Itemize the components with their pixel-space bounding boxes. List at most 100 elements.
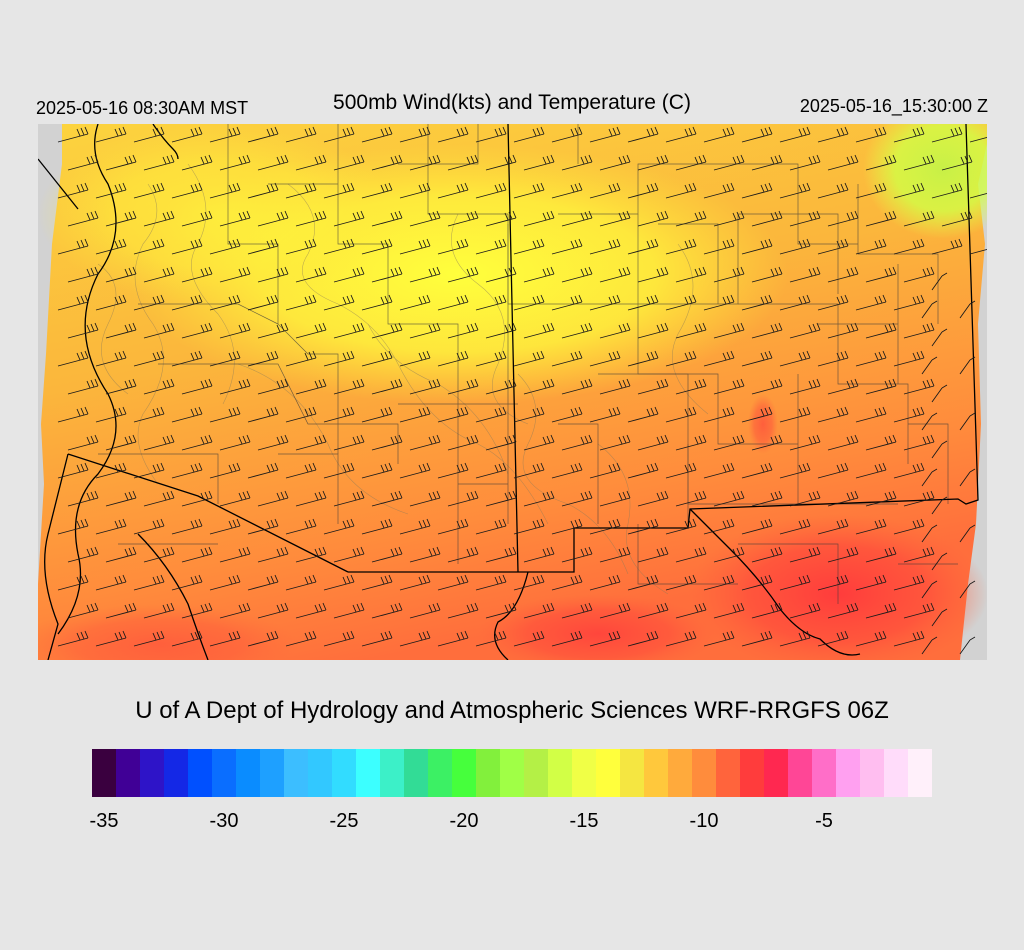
map-title: 500mb Wind(kts) and Temperature (C) [333,91,691,114]
wind-barb [779,406,811,423]
color-scale-tick-label: -10 [689,810,719,832]
wind-barb [627,238,659,255]
wind-barb [817,238,849,255]
wind-barb [399,294,431,311]
wind-barb [361,126,393,143]
wind-barb [95,238,127,255]
wind-barb [333,434,365,451]
wind-barb [779,294,811,311]
wind-barb [551,350,583,367]
wind-barb [513,574,545,591]
wind-barb [105,546,137,563]
wind-barb [399,518,431,535]
wind-barb [285,574,317,591]
wind-barb [247,574,279,591]
wind-barb [713,434,745,451]
wind-barb [627,630,659,647]
wind-barb [551,182,583,199]
wind-barb [637,154,669,171]
color-scale-cell [356,749,380,797]
wind-barb [475,462,507,479]
wind-barb [409,378,441,395]
wind-barb [599,266,631,283]
wind-barb [827,434,859,451]
wind-barb [551,238,583,255]
wind-barb [703,462,735,479]
wind-barb [323,238,355,255]
wind-barb [323,518,355,535]
wind-barb [447,266,479,283]
color-scale-cell [212,749,236,797]
color-scale-cell [644,749,668,797]
wind-barb [675,322,707,339]
wind-barb [171,182,203,199]
wind-barb [485,322,517,339]
wind-barb [789,434,821,451]
color-scale-cell [452,749,476,797]
wind-barb [409,154,441,171]
wind-barb [751,266,783,283]
wind-barb [789,602,821,619]
credit-text: U of A Dept of Hydrology and Atmospheric… [135,697,889,724]
wind-barb [333,602,365,619]
wind-barb [513,518,545,535]
wind-barb [105,266,137,283]
wind-barb [637,210,669,227]
wind-barb [751,154,783,171]
wind-barb [893,126,925,143]
hot-region-se [688,514,987,660]
wind-barb [523,266,555,283]
wind-barb [247,518,279,535]
wind-barb [333,490,365,507]
wind-barb [589,574,621,591]
wind-barb [665,350,697,367]
wind-barb [551,518,583,535]
wind-barb [779,182,811,199]
wind-barb [171,518,203,535]
wind-barb [893,238,925,255]
wind-barb [285,518,317,535]
wind-barb [323,350,355,367]
wind-barb [323,294,355,311]
wind-barb [105,210,137,227]
wind-barb [637,602,669,619]
wind-barb [409,490,441,507]
wind-barb [959,524,976,543]
wind-barb [475,406,507,423]
wind-barb [57,126,89,143]
wind-barb [741,238,773,255]
wind-barb [323,462,355,479]
wind-barb [741,518,773,535]
wind-barb [551,294,583,311]
wind-barb [181,602,213,619]
wind-barb [741,126,773,143]
wind-barb [751,378,783,395]
wind-barb [855,462,887,479]
wind-barb [171,630,203,647]
wind-barb [855,518,887,535]
wind-barb [589,406,621,423]
wind-barb [703,406,735,423]
wind-barb [475,630,507,647]
wind-barb [893,574,925,591]
wind-barb [637,378,669,395]
wind-barb [219,434,251,451]
wind-barb [295,434,327,451]
cool-region-west [38,124,398,304]
wind-barb [561,154,593,171]
wind-barb [751,434,783,451]
wind-barb [399,126,431,143]
wind-barb [551,574,583,591]
wind-barb [133,238,165,255]
wind-barb [789,266,821,283]
wind-barb [475,518,507,535]
wind-barb [181,434,213,451]
wind-barb [865,266,897,283]
wind-barb [665,294,697,311]
green-region [863,124,987,239]
wind-barb [855,350,887,367]
wind-barb [437,406,469,423]
wind-barb [485,490,517,507]
wind-barb [827,378,859,395]
wind-barb [219,322,251,339]
